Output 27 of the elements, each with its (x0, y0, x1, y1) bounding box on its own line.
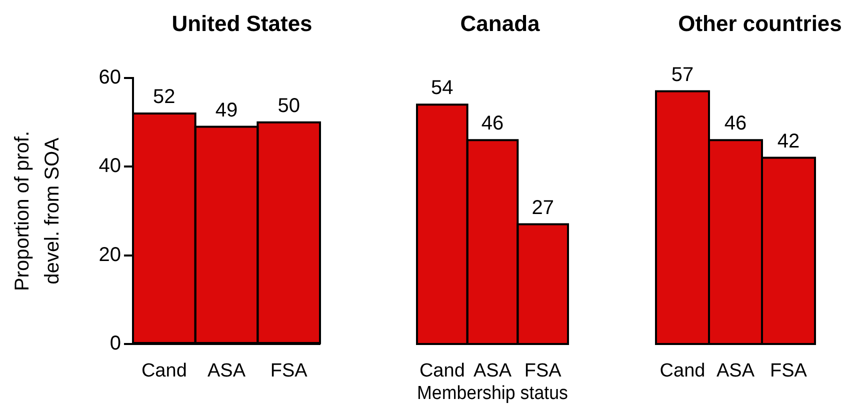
chart-title: Canada (460, 11, 540, 36)
x-tick-label: FSA (270, 360, 308, 382)
data-label: 42 (777, 130, 800, 152)
x-axis-title: Membership status (417, 381, 568, 403)
x-tick-label: ASA (716, 360, 755, 382)
y-tick-label: 20 (98, 244, 121, 266)
chart-title: United States (172, 11, 312, 36)
y-tick-label: 0 (110, 332, 121, 355)
x-tick-label: ASA (473, 360, 512, 382)
data-label: 57 (671, 64, 694, 86)
x-tick-label: ASA (207, 360, 246, 382)
data-label: 46 (481, 112, 504, 135)
x-tick-label: Cand (660, 360, 706, 382)
x-tick-label: FSA (770, 360, 808, 382)
data-label: 27 (532, 196, 554, 219)
data-label: 49 (215, 99, 238, 122)
data-label: 54 (431, 77, 454, 100)
y-tick-label: 60 (98, 66, 121, 89)
y-tick-label: 40 (98, 155, 121, 178)
y-axis-title: Proportion of prof. devel. from SOA (12, 130, 64, 292)
x-tick-label: Cand (419, 360, 465, 382)
chart-title: Other countries (678, 11, 842, 36)
data-label: 50 (278, 94, 300, 117)
x-tick-label: Cand (141, 360, 187, 382)
data-label: 52 (153, 86, 176, 108)
data-label: 46 (724, 112, 747, 135)
x-tick-label: FSA (524, 360, 562, 382)
